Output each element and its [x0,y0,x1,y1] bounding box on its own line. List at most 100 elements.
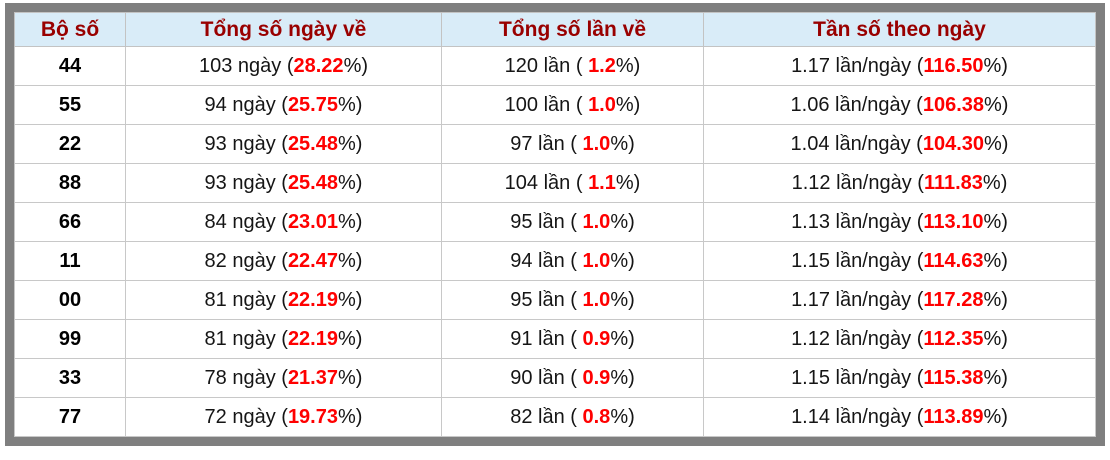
cell-pair: 11 [14,241,126,281]
frequency-text: 1.12 lần/ngày ( [791,171,924,194]
table-row: 55 94 ngày (25.75%) 100 lần ( 1.0%) 1.06… [14,85,1096,125]
times-close: %) [615,93,641,116]
frequency-text: 1.17 lần/ngày ( [791,54,924,77]
cell-frequency: 1.17 lần/ngày (116.50%) [703,46,1096,86]
cell-total-days: 93 ngày (25.48%) [125,124,442,164]
days-percent: 25.48 [287,132,338,155]
times-close: %) [610,366,635,389]
column-header-frequency: Tần số theo ngày [703,12,1096,47]
times-close: %) [610,249,635,272]
pair-number: 66 [58,210,82,233]
table-row: 66 84 ngày (23.01%) 95 lần ( 1.0%) 1.13 … [14,202,1096,242]
frequency-percent: 104.30 [922,132,985,155]
frequency-close: %) [982,171,1008,194]
days-close: %) [338,132,363,155]
frequency-close: %) [984,93,1009,116]
frequency-text: 1.14 lần/ngày ( [791,405,924,428]
times-percent: 1.1 [588,171,616,194]
frequency-close: %) [983,366,1008,389]
cell-total-days: 81 ngày (22.19%) [125,280,442,320]
frequency-percent: 112.35 [923,327,984,350]
times-text: 95 lần ( [510,210,583,233]
days-percent: 22.19 [287,288,338,311]
days-close: %) [338,288,363,311]
days-percent: 22.19 [287,327,338,350]
days-percent: 22.47 [287,249,338,272]
table-row: 22 93 ngày (25.48%) 97 lần ( 1.0%) 1.04 … [14,124,1096,164]
cell-pair: 77 [14,397,126,437]
times-close: %) [610,132,635,155]
days-close: %) [338,93,363,116]
cell-total-days: 81 ngày (22.19%) [125,319,442,359]
frequency-text: 1.15 lần/ngày ( [791,249,924,272]
times-percent: 1.0 [588,93,616,116]
times-text: 82 lần ( [510,405,583,428]
days-text: 93 ngày ( [204,171,288,194]
cell-pair: 99 [14,319,126,359]
times-close: %) [610,405,635,428]
frequency-close: %) [983,327,1008,350]
cell-pair: 33 [14,358,126,398]
column-header-days: Tổng số ngày về [125,12,442,47]
days-text: 93 ngày ( [204,132,288,155]
days-close: %) [338,405,363,428]
cell-total-times: 94 lần ( 1.0%) [441,241,704,281]
days-text: 78 ngày ( [204,366,288,389]
frequency-close: %) [983,249,1008,272]
table-row: 44 103 ngày (28.22%) 120 lần ( 1.2%) 1.1… [14,46,1096,86]
cell-total-times: 95 lần ( 1.0%) [441,202,704,242]
days-percent: 28.22 [293,54,344,77]
times-text: 104 lần ( [504,171,589,194]
cell-total-days: 84 ngày (23.01%) [125,202,442,242]
times-close: %) [610,210,635,233]
pair-number: 88 [58,171,82,194]
cell-total-times: 82 lần ( 0.8%) [441,397,704,437]
days-percent: 25.75 [287,93,338,116]
days-percent: 19.73 [287,405,338,428]
days-text: 94 ngày ( [204,93,288,116]
pair-number: 77 [58,405,82,428]
days-close: %) [338,171,363,194]
frequency-close: %) [984,132,1009,155]
times-text: 120 lần ( [504,54,589,77]
cell-frequency: 1.06 lần/ngày (106.38%) [703,85,1096,125]
column-header-pair: Bộ số [14,12,126,47]
times-close: %) [615,54,641,77]
frequency-percent: 117.28 [923,288,984,311]
times-percent: 0.8 [582,405,611,428]
times-close: %) [610,327,635,350]
days-text: 72 ngày ( [204,405,288,428]
column-header-times: Tổng số lần về [441,12,704,47]
frequency-percent: 114.63 [923,249,984,272]
days-percent: 25.48 [287,171,338,194]
frequency-text: 1.17 lần/ngày ( [791,288,924,311]
cell-total-times: 91 lần ( 0.9%) [441,319,704,359]
times-percent: 1.0 [582,132,611,155]
cell-pair: 44 [14,46,126,86]
frequency-percent: 113.10 [923,210,984,233]
header-row: Bộ số Tổng số ngày về Tổng số lần về Tần… [14,12,1096,47]
statistics-table-frame: Bộ số Tổng số ngày về Tổng số lần về Tần… [5,3,1105,446]
table-row: 77 72 ngày (19.73%) 82 lần ( 0.8%) 1.14 … [14,397,1096,437]
table-row: 33 78 ngày (21.37%) 90 lần ( 0.9%) 1.15 … [14,358,1096,398]
frequency-percent: 116.50 [923,54,984,77]
times-text: 95 lần ( [510,288,583,311]
cell-pair: 55 [14,85,126,125]
times-text: 90 lần ( [510,366,583,389]
frequency-close: %) [983,54,1008,77]
times-text: 94 lần ( [510,249,583,272]
table-body: 44 103 ngày (28.22%) 120 lần ( 1.2%) 1.1… [14,46,1096,437]
cell-total-times: 100 lần ( 1.0%) [441,85,704,125]
days-close: %) [338,249,363,272]
cell-total-times: 97 lần ( 1.0%) [441,124,704,164]
cell-total-days: 78 ngày (21.37%) [125,358,442,398]
times-text: 97 lần ( [510,132,583,155]
frequency-close: %) [983,405,1008,428]
days-close: %) [338,210,363,233]
table-row: 11 82 ngày (22.47%) 94 lần ( 1.0%) 1.15 … [14,241,1096,281]
days-text: 84 ngày ( [204,210,288,233]
days-percent: 23.01 [287,210,338,233]
frequency-percent: 113.89 [923,405,984,428]
frequency-text: 1.12 lần/ngày ( [791,327,924,350]
frequency-close: %) [983,210,1008,233]
